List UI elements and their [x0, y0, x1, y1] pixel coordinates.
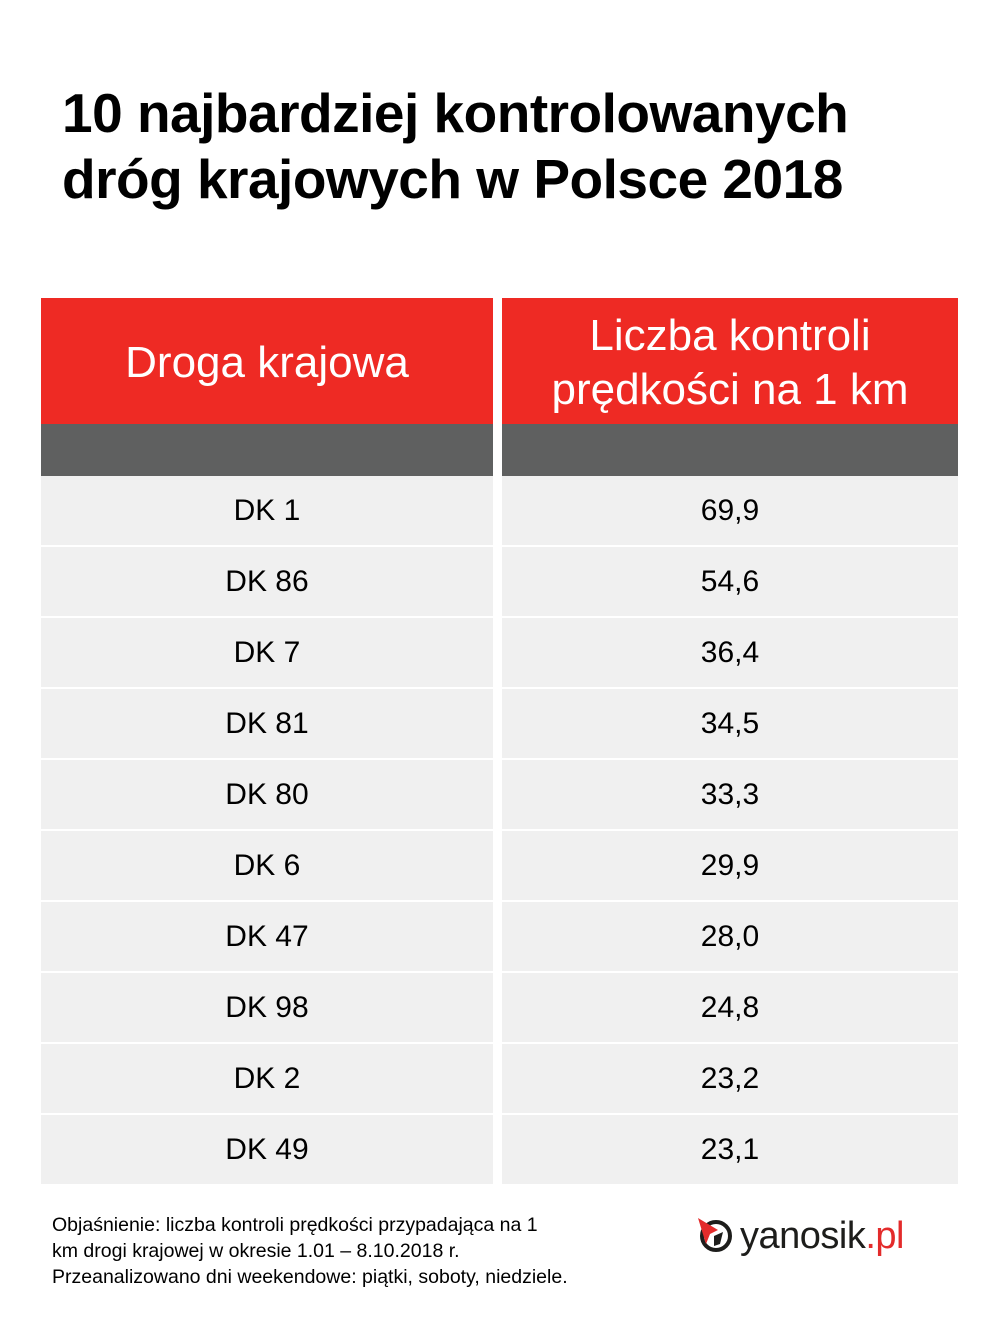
- yanosik-logo: yanosik.pl: [696, 1214, 904, 1258]
- note-line-2: km drogi krajowej w okresie 1.01 – 8.10.…: [52, 1240, 460, 1262]
- road-rows: DK 1 DK 86 DK 7 DK 81 DK 80 DK 6 DK 47 D…: [41, 476, 493, 1184]
- logo-tld: .pl: [865, 1214, 904, 1257]
- count-cell: 36,4: [502, 618, 958, 687]
- count-header-line-1: Liczba kontroli: [589, 311, 871, 360]
- page-title: 10 najbardziej kontrolowanych dróg krajo…: [62, 80, 962, 212]
- road-cell: DK 7: [41, 618, 493, 687]
- count-cell: 24,8: [502, 973, 958, 1042]
- header-grey-band: [502, 424, 958, 476]
- header-grey-band: [41, 424, 493, 476]
- note-line-1: Objaśnienie: liczba kontroli prędkości p…: [52, 1214, 538, 1236]
- note-line-3: Przeanalizowano dni weekendowe: piątki, …: [52, 1266, 568, 1288]
- road-column: Droga krajowa DK 1 DK 86 DK 7 DK 81 DK 8…: [41, 298, 493, 1184]
- road-cell: DK 80: [41, 760, 493, 829]
- title-line-2: dróg krajowych w Polsce 2018: [62, 148, 843, 210]
- road-column-header: Droga krajowa: [41, 298, 493, 424]
- count-header-line-2: prędkości na 1 km: [551, 365, 909, 414]
- title-line-1: 10 najbardziej kontrolowanych: [62, 82, 849, 144]
- count-cell: 69,9: [502, 476, 958, 545]
- explanation-note: Objaśnienie: liczba kontroli prędkości p…: [52, 1212, 652, 1290]
- count-cell: 29,9: [502, 831, 958, 900]
- road-cell: DK 98: [41, 973, 493, 1042]
- road-cell: DK 6: [41, 831, 493, 900]
- road-cell: DK 81: [41, 689, 493, 758]
- count-cell: 54,6: [502, 547, 958, 616]
- road-cell: DK 86: [41, 547, 493, 616]
- count-cell: 33,3: [502, 760, 958, 829]
- count-cell: 28,0: [502, 902, 958, 971]
- road-cell: DK 47: [41, 902, 493, 971]
- count-column-header: Liczba kontroli prędkości na 1 km: [502, 298, 958, 424]
- count-cell: 23,1: [502, 1115, 958, 1184]
- yanosik-compass-icon: [696, 1214, 734, 1259]
- logo-brand: yanosik: [740, 1214, 866, 1257]
- road-header-label: Droga krajowa: [125, 338, 409, 387]
- road-cell: DK 49: [41, 1115, 493, 1184]
- logo-text: yanosik.pl: [740, 1215, 904, 1258]
- count-column: Liczba kontroli prędkości na 1 km 69,9 5…: [502, 298, 958, 1184]
- count-cell: 23,2: [502, 1044, 958, 1113]
- count-cell: 34,5: [502, 689, 958, 758]
- count-rows: 69,9 54,6 36,4 34,5 33,3 29,9 28,0 24,8 …: [502, 476, 958, 1184]
- road-cell: DK 2: [41, 1044, 493, 1113]
- road-cell: DK 1: [41, 476, 493, 545]
